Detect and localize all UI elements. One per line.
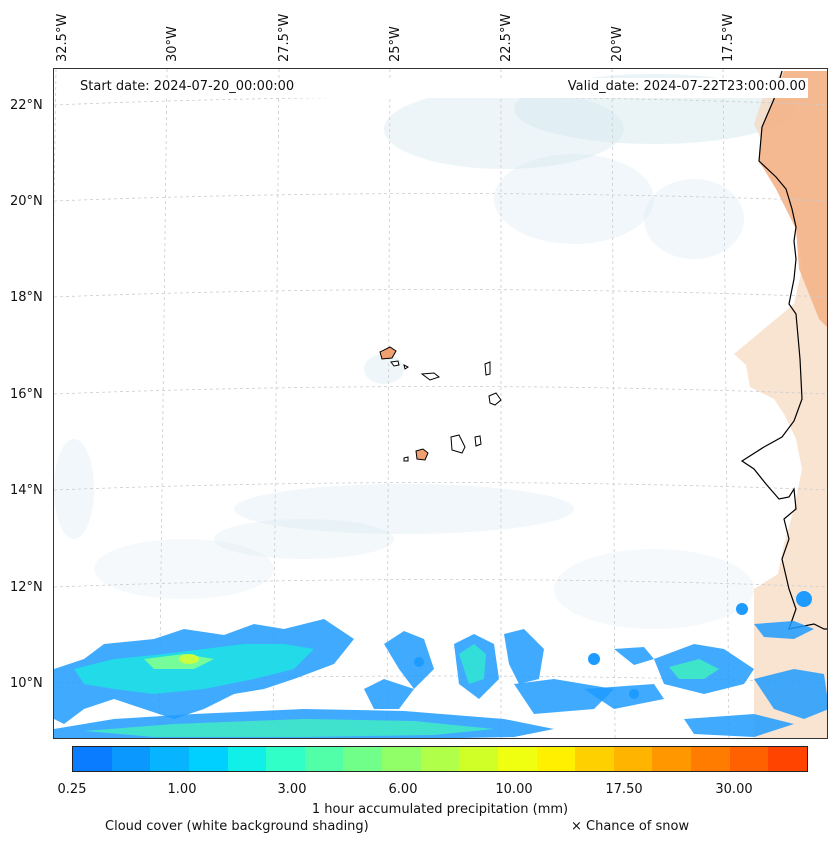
map-panel: Start date: 2024-07-20_00:00:00 Valid_da…: [53, 68, 828, 739]
colorbar-tick-label: 1.00: [167, 782, 197, 797]
lon-label: 22.5°W: [499, 13, 514, 62]
map-canvas: [54, 69, 827, 738]
lat-label: 14°N: [10, 483, 43, 498]
lat-label: 22°N: [10, 98, 43, 113]
colorbar-swatch: [343, 747, 382, 771]
colorbar-swatch: [613, 747, 653, 771]
colorbar-swatch: [575, 747, 614, 771]
map-info-bar: Start date: 2024-07-20_00:00:00 Valid_da…: [78, 78, 808, 98]
africa-coastline: [740, 70, 827, 630]
colorbar-tick-label: 0.25: [57, 782, 87, 797]
lat-label: 16°N: [10, 387, 43, 402]
lat-label: 20°N: [10, 194, 43, 209]
colorbar-swatch: [420, 747, 460, 771]
colorbar-swatch: [768, 747, 807, 771]
colorbar-tick-label: 17.50: [605, 782, 643, 797]
cloud-cover-note: Cloud cover (white background shading): [105, 819, 369, 834]
colorbar-tick-label: 10.00: [495, 782, 533, 797]
colorbar-swatch: [266, 747, 305, 771]
colorbar-swatch: [304, 747, 344, 771]
lat-label: 12°N: [10, 580, 43, 595]
lon-label: 25°W: [388, 26, 403, 62]
cloud-cover-shading: [54, 74, 794, 629]
colorbar-swatch: [382, 747, 421, 771]
lon-label: 30°W: [165, 26, 180, 62]
colorbar-tick-label: 3.00: [277, 782, 307, 797]
colorbar-swatch: [227, 747, 267, 771]
lat-label: 10°N: [10, 676, 43, 691]
colorbar-swatch: [73, 747, 112, 771]
colorbar-swatch: [150, 747, 189, 771]
colorbar-tick-label: 30.00: [715, 782, 753, 797]
colorbar-swatch: [536, 747, 576, 771]
colorbar-swatch: [111, 747, 151, 771]
snow-note: × Chance of snow: [571, 819, 690, 834]
africa-land-north: [759, 71, 827, 327]
precipitation-shading: [54, 591, 827, 738]
colorbar-title: 1 hour accumulated precipitation (mm): [311, 802, 569, 817]
lat-label: 18°N: [10, 290, 43, 305]
lon-label: 27.5°W: [277, 13, 292, 62]
lon-label: 17.5°W: [721, 13, 736, 62]
precipitation-colorbar: [72, 746, 808, 772]
colorbar-swatch: [729, 747, 769, 771]
colorbar-swatch: [459, 747, 498, 771]
valid-date-label: Valid_date: 2024-07-22T23:00:00.00: [567, 79, 806, 94]
start-date-label: Start date: 2024-07-20_00:00:00: [80, 79, 295, 94]
colorbar-swatch: [188, 747, 228, 771]
colorbar-swatch: [652, 747, 691, 771]
lon-label: 32.5°W: [55, 13, 70, 62]
colorbar-swatch: [497, 747, 537, 771]
colorbar-swatch: [691, 747, 730, 771]
cape-verde-islands: [379, 346, 502, 462]
colorbar-tick-label: 6.00: [388, 782, 418, 797]
lon-label: 20°W: [610, 26, 625, 62]
